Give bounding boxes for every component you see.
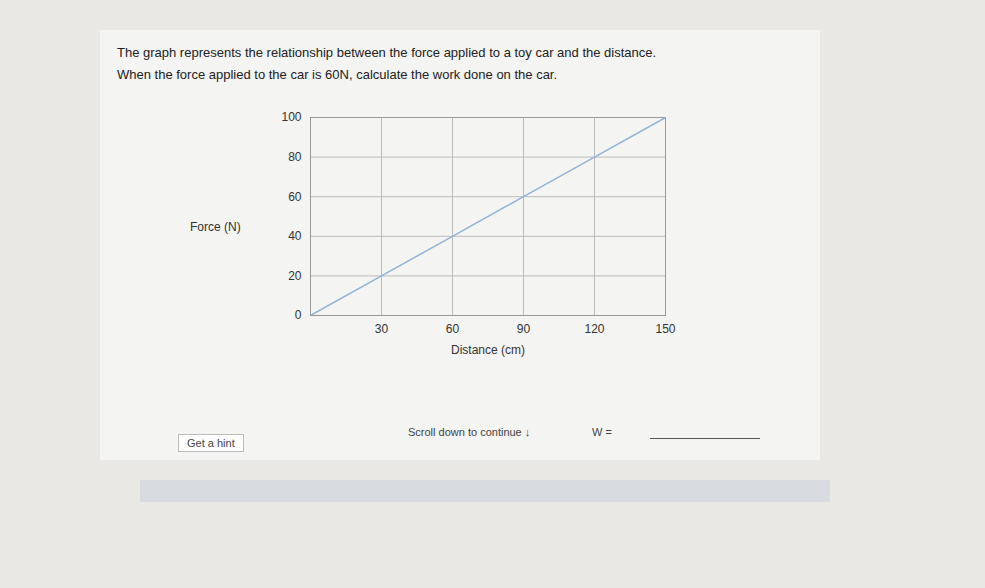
html-text:Force (N): Force (N) <box>190 220 241 234</box>
svg-text:120: 120 <box>584 322 604 336</box>
svg-text:20: 20 <box>288 269 302 283</box>
svg-text:60: 60 <box>288 190 302 204</box>
svg-text:Distance (cm): Distance (cm) <box>451 343 525 357</box>
svg-text:0: 0 <box>295 308 302 322</box>
svg-text:100: 100 <box>281 110 301 124</box>
svg-text:150: 150 <box>655 322 675 336</box>
html-text:Scroll down to continue ↓: Scroll down to continue ↓ <box>408 426 531 438</box>
svg-text:80: 80 <box>288 150 302 164</box>
html-text:W =: W = <box>592 426 612 438</box>
html-text:When the force applied to the: When the force applied to the car is 60N… <box>117 67 558 82</box>
svg-text:60: 60 <box>446 322 460 336</box>
svg-text:90: 90 <box>517 322 531 336</box>
svg-text:40: 40 <box>288 229 302 243</box>
html-text:Get a hint: Get a hint <box>187 437 235 449</box>
svg-text:30: 30 <box>375 322 389 336</box>
html-text:The graph represents the relat: The graph represents the relationship be… <box>117 45 657 60</box>
